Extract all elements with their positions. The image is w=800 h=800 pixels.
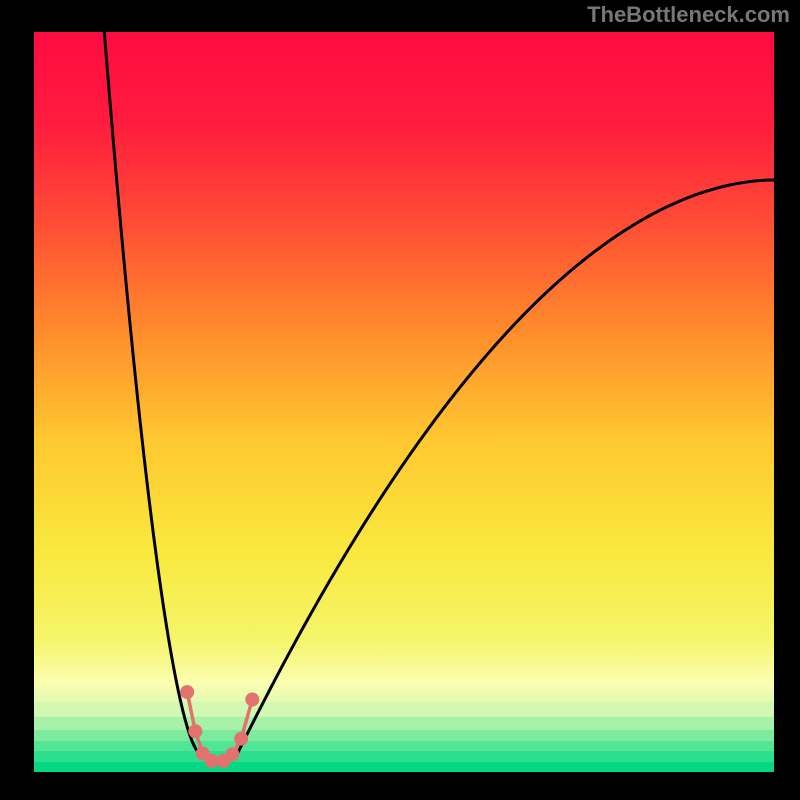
marker-dot — [234, 732, 248, 746]
stage: TheBottleneck.com — [0, 0, 800, 800]
bottleneck-curve — [104, 32, 200, 754]
curve-layer — [34, 32, 774, 772]
marker-dot — [188, 724, 202, 738]
marker-dot — [245, 692, 259, 706]
bottleneck-curve — [238, 180, 775, 754]
marker-dot — [225, 747, 239, 761]
marker-dot — [180, 685, 194, 699]
watermark-text: TheBottleneck.com — [587, 2, 790, 28]
plot-area — [34, 32, 774, 772]
